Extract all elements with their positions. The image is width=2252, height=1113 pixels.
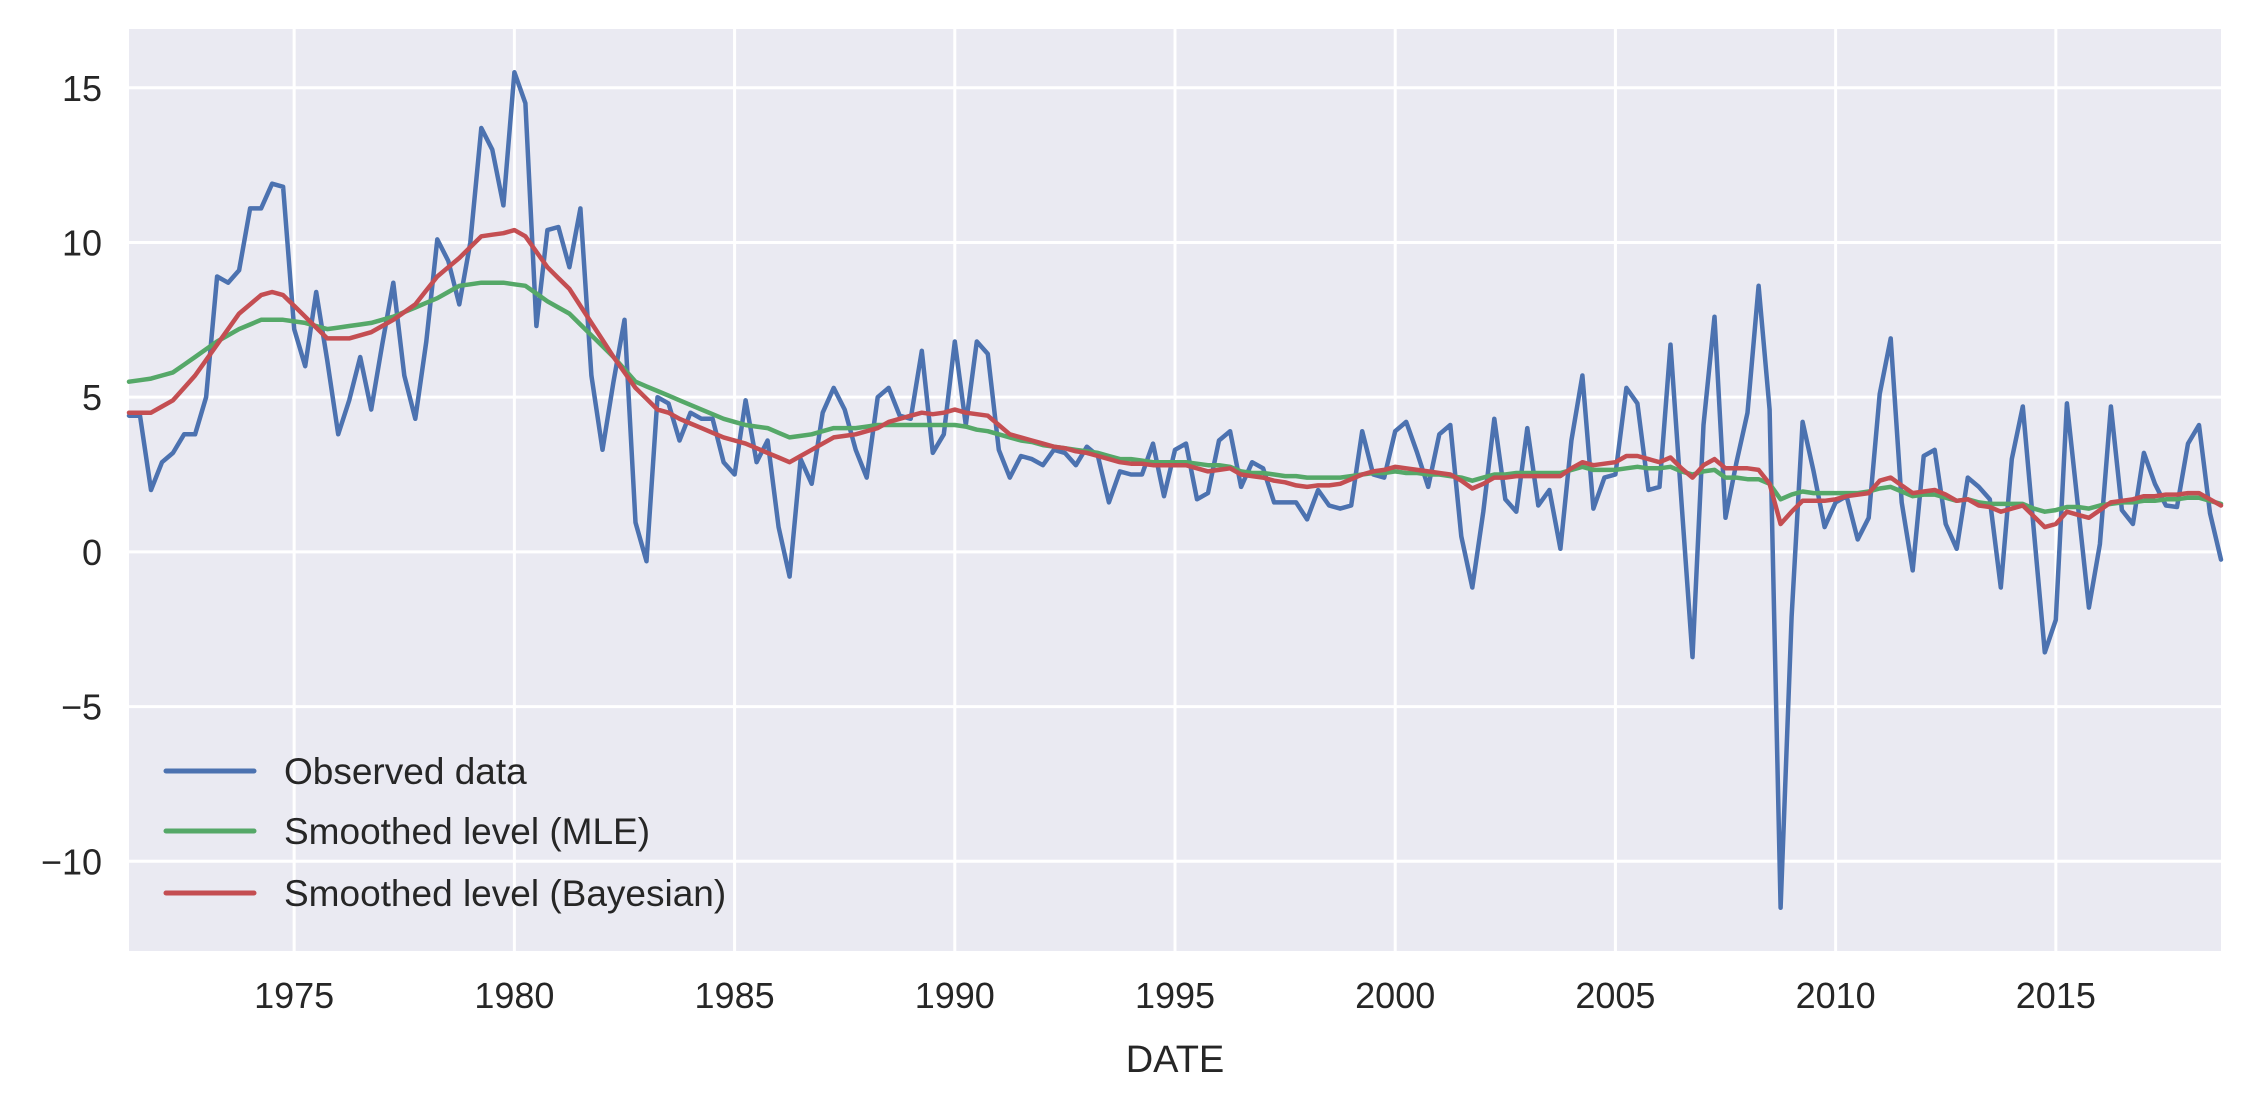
legend-label: Smoothed level (Bayesian): [284, 873, 726, 914]
y-tick-label: 10: [62, 222, 102, 263]
x-tick-label: 2000: [1355, 975, 1435, 1016]
y-tick-label: −5: [61, 687, 102, 728]
y-axis-ticks: −10 −5 0 5 10 15: [41, 68, 102, 882]
legend-item: Smoothed level (Bayesian): [163, 873, 726, 914]
x-tick-label: 2010: [1796, 975, 1876, 1016]
legend-item: Observed data: [163, 751, 527, 792]
x-tick-label: 2015: [2016, 975, 2096, 1016]
legend-item: Smoothed level (MLE): [163, 811, 650, 852]
legend: Observed data Smoothed level (MLE) Smoothe…: [163, 751, 726, 914]
x-tick-label: 1975: [254, 975, 334, 1016]
x-tick-label: 2005: [1575, 975, 1655, 1016]
y-tick-label: 5: [82, 377, 102, 418]
legend-label: Observed data: [284, 751, 527, 792]
series-line-observed-data: [126, 70, 2224, 910]
x-tick-label: 1985: [695, 975, 775, 1016]
grid: [129, 29, 2221, 951]
x-axis-ticks: 1975 1980 1985 1990 1995 2000 2005 2010 2015: [254, 975, 2096, 1016]
x-tick-label: 1990: [915, 975, 995, 1016]
x-tick-label: 1995: [1135, 975, 1215, 1016]
legend-label: Smoothed level (MLE): [284, 811, 650, 852]
y-tick-label: −10: [41, 841, 102, 882]
x-tick-label: 1980: [474, 975, 554, 1016]
series-lines: [126, 70, 2224, 910]
series-line-smoothed-level-bayesian: [126, 227, 2224, 530]
y-tick-label: 15: [62, 68, 102, 109]
y-tick-label: 0: [82, 532, 102, 573]
x-axis-label: DATE: [1126, 1039, 1225, 1081]
